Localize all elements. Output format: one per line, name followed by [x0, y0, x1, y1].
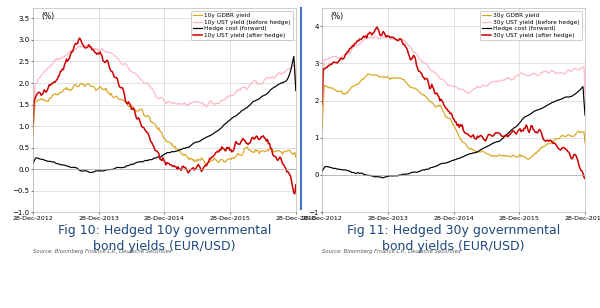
Hedge cost (forward) — [580, 85, 587, 88]
10y UST yield (after hedge) — [61, 63, 68, 67]
10y UST yield (before hedge) — [141, 82, 148, 85]
Hedge cost (forward) — [429, 165, 436, 169]
Line: 30y UST yield (after hedge): 30y UST yield (after hedge) — [322, 27, 585, 178]
30y UST yield (before hedge) — [368, 35, 376, 38]
10y GDBR yield — [282, 150, 289, 154]
10y GDBR yield — [292, 155, 299, 159]
Hedge cost (forward) — [242, 106, 250, 110]
10y GDBR yield — [67, 89, 74, 93]
10y UST yield (before hedge) — [83, 43, 91, 47]
30y UST yield (after hedge) — [350, 44, 357, 48]
Line: 30y GDBR yield: 30y GDBR yield — [322, 74, 585, 159]
10y UST yield (after hedge) — [281, 165, 288, 168]
30y UST yield (before hedge) — [356, 43, 363, 46]
Text: Fig 10: Hedged 10y governmental
bond yields (EUR/USD): Fig 10: Hedged 10y governmental bond yie… — [58, 224, 271, 253]
Line: 30y UST yield (before hedge): 30y UST yield (before hedge) — [322, 37, 585, 117]
Hedge cost (forward) — [140, 160, 147, 163]
Text: (%): (%) — [330, 12, 343, 21]
30y GDBR yield — [581, 141, 589, 145]
10y UST yield (after hedge) — [141, 128, 148, 131]
30y UST yield (before hedge) — [430, 70, 437, 74]
Hedge cost (forward) — [350, 171, 357, 174]
30y GDBR yield — [524, 157, 531, 161]
30y GDBR yield — [430, 103, 437, 106]
30y UST yield (after hedge) — [581, 176, 589, 180]
Text: Source: Bloomberg Finance L.P., Deutsche Securities: Source: Bloomberg Finance L.P., Deutsche… — [322, 249, 461, 254]
Legend: 30y GDBR yield, 30y UST yield (before hedge), Hedge cost (forward), 30y UST yiel: 30y GDBR yield, 30y UST yield (before he… — [479, 10, 582, 40]
10y UST yield (after hedge) — [29, 123, 37, 126]
Hedge cost (forward) — [319, 169, 326, 173]
Hedge cost (forward) — [581, 113, 589, 117]
10y UST yield (after hedge) — [291, 192, 298, 196]
30y GDBR yield — [319, 128, 326, 132]
Hedge cost (forward) — [61, 163, 68, 167]
Text: (%): (%) — [41, 12, 54, 21]
30y UST yield (after hedge) — [373, 25, 380, 29]
30y UST yield (before hedge) — [429, 69, 436, 72]
Text: Source: Bloomberg Finance L.P., Deutsche Securities: Source: Bloomberg Finance L.P., Deutsche… — [33, 249, 172, 254]
10y GDBR yield — [61, 87, 68, 91]
10y UST yield (after hedge) — [67, 52, 74, 56]
10y GDBR yield — [140, 113, 147, 116]
Hedge cost (forward) — [281, 80, 288, 84]
30y UST yield (before hedge) — [581, 92, 589, 96]
10y GDBR yield — [202, 162, 209, 166]
30y UST yield (after hedge) — [356, 37, 363, 41]
30y UST yield (after hedge) — [532, 131, 539, 134]
Line: 10y UST yield (before hedge): 10y UST yield (before hedge) — [33, 45, 296, 126]
10y GDBR yield — [77, 81, 84, 85]
10y UST yield (after hedge) — [242, 141, 250, 145]
Hedge cost (forward) — [379, 176, 386, 180]
30y UST yield (after hedge) — [429, 85, 436, 89]
Hedge cost (forward) — [290, 55, 298, 58]
Line: Hedge cost (forward): Hedge cost (forward) — [322, 87, 585, 178]
10y UST yield (after hedge) — [292, 183, 299, 187]
30y GDBR yield — [429, 101, 436, 105]
10y UST yield (before hedge) — [29, 124, 37, 128]
Hedge cost (forward) — [570, 93, 577, 97]
Line: 10y GDBR yield: 10y GDBR yield — [33, 83, 296, 164]
Text: Fig 11: Hedged 30y governmental
bond yields (EUR/USD): Fig 11: Hedged 30y governmental bond yie… — [347, 224, 560, 253]
10y UST yield (before hedge) — [61, 55, 68, 59]
10y UST yield (before hedge) — [140, 81, 147, 85]
Hedge cost (forward) — [430, 165, 437, 169]
Line: 10y UST yield (after hedge): 10y UST yield (after hedge) — [33, 38, 296, 194]
30y GDBR yield — [364, 72, 371, 76]
10y UST yield (before hedge) — [67, 50, 74, 53]
30y GDBR yield — [533, 152, 540, 155]
30y GDBR yield — [356, 81, 363, 84]
30y UST yield (after hedge) — [430, 87, 437, 91]
Hedge cost (forward) — [29, 161, 37, 165]
10y UST yield (before hedge) — [292, 89, 299, 92]
Hedge cost (forward) — [532, 109, 539, 113]
Legend: 10y GDBR yield, 10y UST yield (before hedge), Hedge cost (forward), 10y UST yiel: 10y GDBR yield, 10y UST yield (before he… — [191, 10, 293, 40]
Hedge cost (forward) — [67, 165, 74, 169]
30y UST yield (after hedge) — [319, 102, 326, 106]
Hedge cost (forward) — [86, 171, 94, 174]
30y UST yield (before hedge) — [570, 67, 577, 71]
Line: Hedge cost (forward): Hedge cost (forward) — [33, 56, 296, 172]
10y UST yield (before hedge) — [281, 70, 288, 74]
30y UST yield (before hedge) — [350, 45, 357, 49]
10y UST yield (before hedge) — [242, 87, 250, 91]
10y UST yield (after hedge) — [76, 36, 83, 40]
30y UST yield (after hedge) — [570, 153, 577, 156]
30y UST yield (before hedge) — [319, 115, 326, 119]
30y GDBR yield — [350, 84, 357, 87]
30y GDBR yield — [571, 133, 578, 137]
10y GDBR yield — [244, 145, 251, 149]
10y UST yield (after hedge) — [140, 126, 147, 129]
30y UST yield (before hedge) — [532, 72, 539, 76]
Hedge cost (forward) — [356, 172, 363, 175]
Hedge cost (forward) — [292, 89, 299, 92]
Hedge cost (forward) — [141, 159, 148, 163]
10y GDBR yield — [141, 114, 148, 117]
10y GDBR yield — [29, 135, 37, 138]
